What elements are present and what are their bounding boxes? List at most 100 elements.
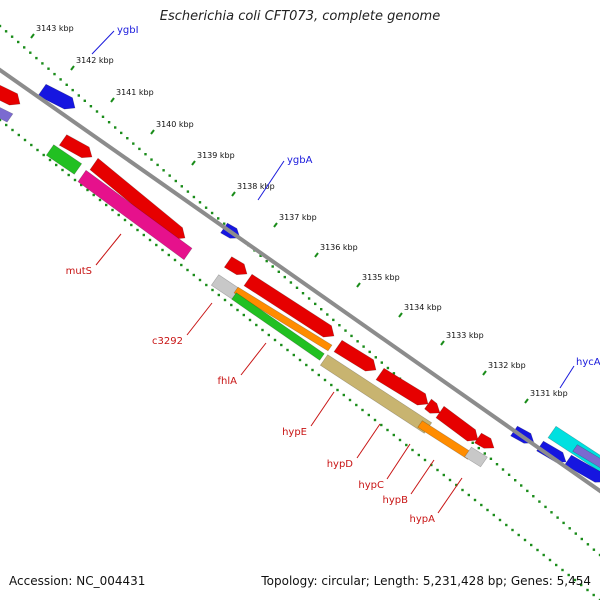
kbp-tick — [70, 65, 75, 71]
kbp-tick-label: 3132 kbp — [488, 361, 526, 370]
track-dot — [277, 270, 280, 273]
track-dot — [236, 308, 239, 312]
track-dot — [117, 213, 120, 217]
track-dot — [495, 463, 499, 466]
gene-label-ygbi: ygbI — [117, 25, 139, 36]
gene-feature — [572, 444, 600, 469]
track-dot — [0, 118, 2, 122]
track-dot — [142, 233, 145, 237]
track-dot — [198, 201, 202, 204]
track-dot — [314, 302, 317, 306]
gene-label-hypd: hypD — [327, 459, 354, 470]
track-dot — [161, 248, 164, 252]
track-dot — [217, 293, 220, 297]
track-dot — [338, 324, 341, 327]
track-dot — [41, 62, 44, 65]
kbp-tick-label: 3141 kbp — [116, 88, 154, 97]
kbp-tick-label: 3135 kbp — [362, 273, 400, 282]
track-dot — [501, 468, 505, 471]
track-dot — [150, 158, 153, 161]
kbp-tick — [231, 191, 236, 197]
gene-label-hypc: hypC — [358, 480, 384, 491]
track-dot — [144, 153, 147, 156]
track-dot — [436, 468, 439, 472]
track-dot — [555, 563, 558, 567]
track-dot — [307, 297, 311, 300]
kbp-tick — [440, 340, 445, 346]
track-dot — [186, 268, 189, 272]
track-dot — [259, 254, 262, 257]
track-dot — [471, 441, 474, 444]
track-dot — [544, 505, 547, 509]
track-dot — [336, 388, 339, 392]
topology-text: Topology: circular; Length: 5,231,428 bp… — [261, 574, 591, 588]
track-dot — [305, 363, 308, 367]
track-dot — [323, 378, 327, 382]
kbp-tick — [150, 129, 155, 135]
track-dot — [156, 163, 159, 167]
gene-features — [0, 83, 600, 483]
track-dot — [105, 203, 108, 207]
track-dot — [255, 323, 258, 327]
gene-feature — [0, 107, 14, 123]
track-dot — [461, 488, 464, 492]
track-dot — [0, 24, 2, 28]
kbp-tick — [356, 282, 361, 288]
kbp-tick — [314, 252, 319, 258]
leader-line-hypb — [410, 459, 435, 495]
track-dot — [361, 408, 364, 412]
track-dot — [448, 478, 452, 482]
track-dot — [126, 137, 129, 140]
track-dot — [211, 288, 214, 292]
track-dot — [380, 423, 383, 427]
gene-labels: ygbI ygbA hycA mutS c3292 fhlA hypE hypD hypC hyp… — [66, 25, 600, 525]
track-dot — [350, 334, 353, 338]
track-dot — [356, 340, 359, 343]
track-dot — [330, 383, 333, 387]
track-dot — [205, 283, 208, 287]
track-dot — [574, 532, 577, 535]
genome-title: Escherichia coli CFT073, complete genome — [159, 9, 441, 24]
track-dot — [367, 413, 370, 417]
track-dot — [167, 253, 170, 257]
genome-backbone — [0, 67, 600, 494]
track-dot — [586, 588, 589, 592]
leader-line-c3292 — [186, 302, 213, 336]
kbp-tick-label: 3133 kbp — [446, 331, 484, 340]
track-dot — [386, 366, 390, 370]
track-dot — [42, 153, 45, 157]
track-dot — [286, 348, 289, 352]
track-dot — [573, 578, 577, 582]
track-dot — [148, 238, 152, 242]
track-dot — [598, 553, 600, 557]
gene-feature — [536, 440, 567, 463]
track-dot — [586, 543, 590, 546]
kbp-tick — [30, 33, 35, 39]
track-dot — [204, 206, 208, 209]
track-dot — [136, 228, 139, 232]
track-dot — [430, 463, 433, 467]
track-dot — [311, 368, 314, 372]
track-dot — [550, 511, 553, 514]
track-dot — [538, 500, 541, 503]
track-dot — [120, 131, 123, 135]
track-dot — [230, 303, 233, 307]
track-dot — [162, 169, 165, 172]
track-dot — [271, 265, 274, 268]
leader-line-muts — [95, 233, 122, 266]
track-dot — [192, 195, 196, 199]
kbp-tick-label: 3143 kbp — [36, 24, 74, 33]
track-dot — [483, 452, 486, 455]
track-dot — [11, 128, 14, 132]
track-dot — [492, 513, 495, 517]
track-dot — [507, 473, 511, 476]
track-dot — [123, 218, 127, 222]
track-dot — [517, 533, 520, 537]
track-dot — [292, 353, 295, 357]
kbp-tick-label: 3134 kbp — [404, 303, 442, 312]
track-dot — [580, 537, 583, 541]
track-dot — [523, 538, 527, 542]
track-dot — [29, 51, 32, 54]
track-dot — [174, 179, 177, 183]
